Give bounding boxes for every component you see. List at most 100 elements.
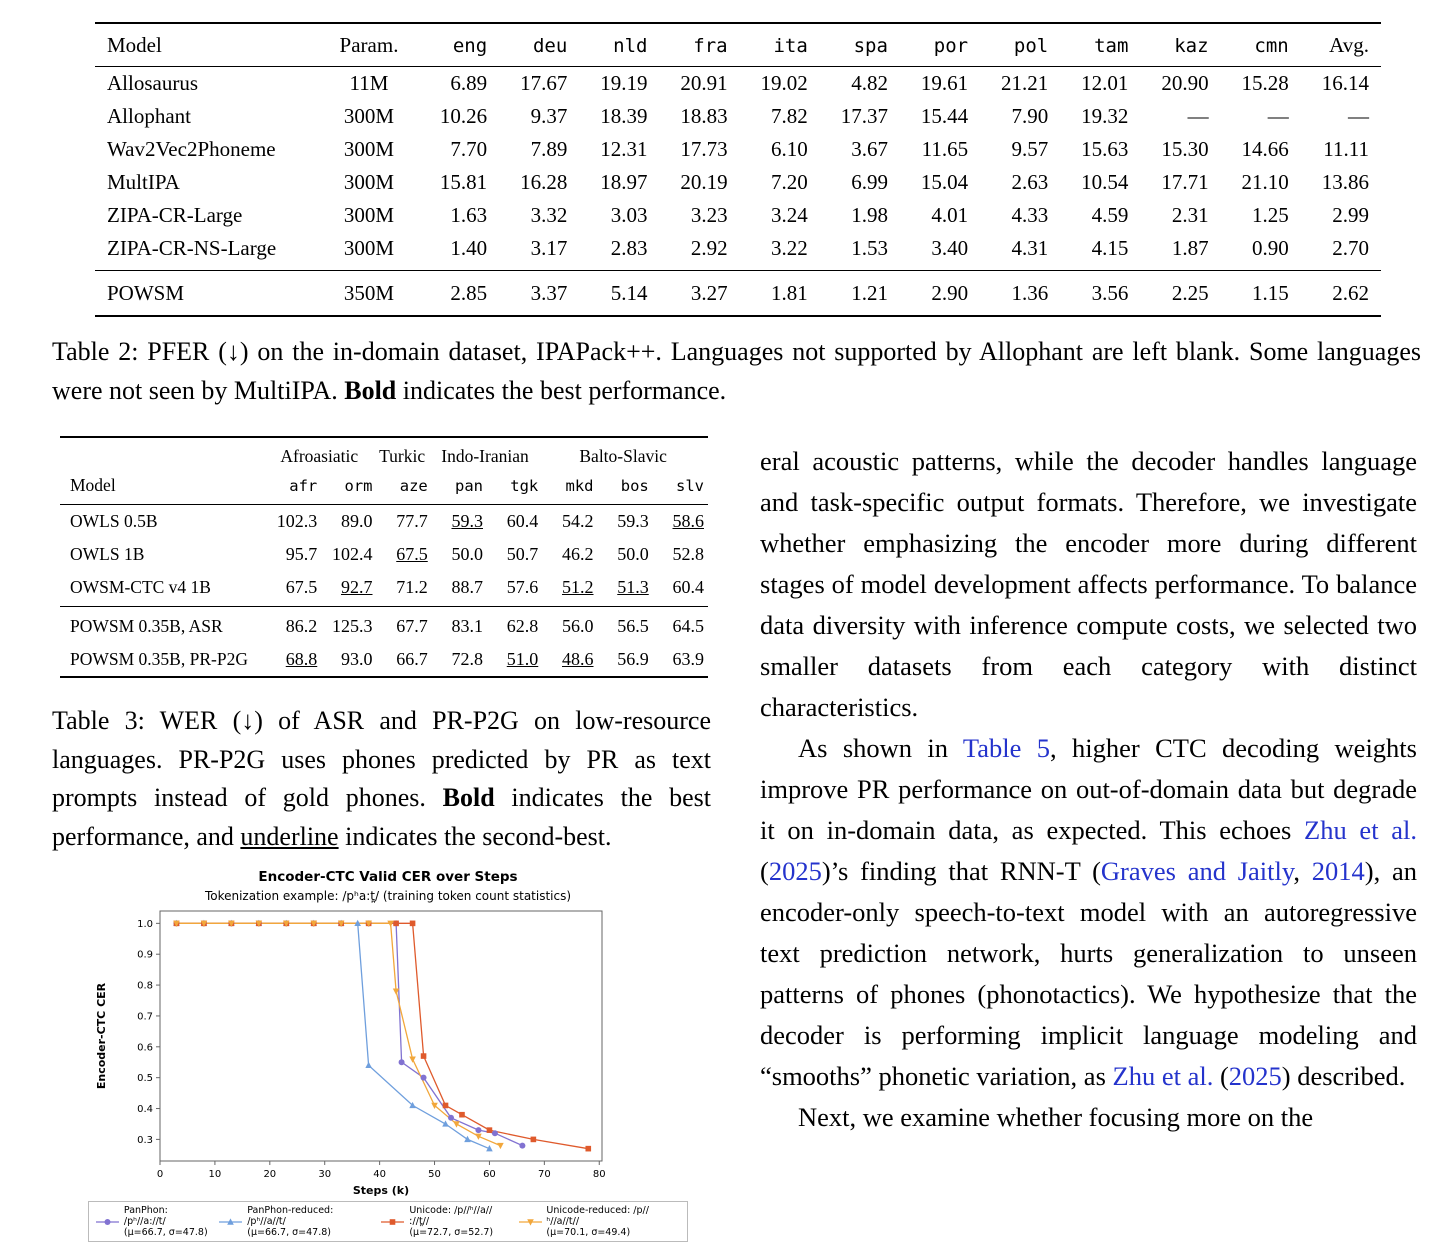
triangle-marker-icon xyxy=(219,1217,243,1225)
table2-col-header: kaz xyxy=(1140,23,1221,67)
pfer-score-cell: 21.21 xyxy=(1001,71,1049,95)
svg-text:0.9: 0.9 xyxy=(137,950,153,961)
pfer-score-cell: 15.81 xyxy=(439,170,488,194)
text-segment: indicates the best performance, and xyxy=(52,783,711,851)
table3-col-header: afr xyxy=(266,469,322,505)
pfer-score-cell: 1.53 xyxy=(851,236,888,260)
pfer-score-cell: 4.33 xyxy=(1011,203,1049,227)
pfer-score-cell: 20.19 xyxy=(680,170,728,194)
table3-row: POWSM 0.35B, ASR 86.2 125.3 67.7 83.1 62.8 56.… xyxy=(60,606,708,643)
citation-link[interactable]: Zhu et al. xyxy=(1304,815,1417,845)
pfer-score-cell: 3.22 xyxy=(771,236,808,260)
wer-score-cell: 51.3 xyxy=(617,577,649,597)
pfer-score-cell: 3.37 xyxy=(499,270,580,316)
text-segment: As shown in xyxy=(798,733,963,763)
wer-score-cell: 95.7 xyxy=(285,544,318,564)
table-ref-link[interactable]: Table 5 xyxy=(962,733,1051,763)
chart-title: Encoder-CTC Valid CER over Steps xyxy=(258,869,518,885)
citation-link[interactable]: 2025 xyxy=(768,856,822,886)
pfer-score-cell: 11.65 xyxy=(921,137,969,161)
triangle-down-marker-icon xyxy=(518,1218,542,1226)
model-name-cell: OWLS 1B xyxy=(70,544,145,564)
svg-text:0.6: 0.6 xyxy=(137,1042,153,1053)
wer-score-cell: 68.8 xyxy=(285,649,318,669)
wer-score-cell: 51.2 xyxy=(562,577,594,597)
legend-label: Unicode-reduced: /p//ʰ//a//t//(μ=70.1, σ… xyxy=(546,1205,681,1238)
svg-text:40: 40 xyxy=(373,1169,386,1180)
pfer-score-cell: 3.17 xyxy=(530,236,568,260)
wer-score-cell: 54.2 xyxy=(562,511,594,531)
chart-legend: PanPhon: /pʰ//a://t/(μ=66.7, σ=47.8) PanP… xyxy=(88,1201,688,1242)
pfer-score-cell: 21.10 xyxy=(1241,170,1289,194)
pfer-score-cell: 15.30 xyxy=(1161,137,1209,161)
wer-score-cell: 50.0 xyxy=(451,544,484,564)
pfer-score-cell: 2.92 xyxy=(690,236,728,260)
wer-score-cell: 56.0 xyxy=(542,606,598,643)
wer-score-cell: 71.2 xyxy=(396,577,428,597)
pfer-score-cell: 12.01 xyxy=(1081,71,1129,95)
table2-row: POWSM 350M 2.85 3.37 5.14 3.27 1.81 1.21 2.90 1.3… xyxy=(95,270,1381,316)
pfer-score-cell: 14.66 xyxy=(1241,137,1289,161)
pfer-score-cell: 17.67 xyxy=(520,71,568,95)
text-segment: ( xyxy=(1213,1061,1229,1091)
svg-text:0.7: 0.7 xyxy=(137,1011,153,1022)
pfer-score-cell: 2.83 xyxy=(610,236,648,260)
pfer-score-cell: 9.57 xyxy=(1011,137,1049,161)
legend-series-stats: (μ=66.7, σ=47.8) xyxy=(123,1227,208,1238)
pfer-score-cell: 2.25 xyxy=(1140,270,1221,316)
pfer-score-cell: 15.63 xyxy=(1081,137,1129,161)
model-name-cell: Allophant xyxy=(107,104,191,128)
text-segment: underline xyxy=(240,821,339,851)
cer-figure: Encoder-CTC Valid CER over Steps Tokeniz… xyxy=(88,869,688,1242)
table-2-caption: Table 2: PFER (↓) on the in-domain datas… xyxy=(52,333,1421,410)
citation-link[interactable]: Zhu et al. xyxy=(1112,1061,1214,1091)
pfer-score-cell: — xyxy=(1187,104,1209,128)
wer-score-cell: 46.2 xyxy=(562,544,594,564)
text-segment: Bold xyxy=(344,375,397,405)
text-segment: ( xyxy=(760,856,769,886)
wer-score-cell: 67.5 xyxy=(285,577,318,597)
model-name-cell: ZIPA-CR-Large xyxy=(107,203,243,227)
legend-entry: Unicode: /p//ʰ//a//ː//t̪//(μ=72.7, σ=52.… xyxy=(380,1205,511,1238)
pfer-score-cell: 2.90 xyxy=(899,270,981,316)
wer-score-cell: 92.7 xyxy=(341,577,373,597)
text-segment: Next, we examine whether focusing more o… xyxy=(798,1102,1314,1132)
pfer-score-cell: 18.97 xyxy=(600,170,648,194)
cer-line-chart: 0.3 0.4 0.5 0.6 0.7 0.8 0.9 1.0 0 10 20 30 40 50 60 70 8… xyxy=(95,910,606,1197)
pfer-score-cell: 3.32 xyxy=(530,203,568,227)
model-name-cell: POWSM xyxy=(95,270,323,316)
citation-link[interactable]: 2025 xyxy=(1228,1061,1282,1091)
pfer-score-cell: 16.28 xyxy=(520,170,568,194)
pfer-score-cell: 0.90 xyxy=(1251,236,1289,260)
pfer-score-cell: 1.87 xyxy=(1171,236,1209,260)
citation-link[interactable]: Graves and Jaitly xyxy=(1100,856,1294,886)
table3-col-header: aze xyxy=(376,469,432,505)
model-name-cell: OWSM-CTC v4 1B xyxy=(70,577,211,597)
pfer-score-cell: 19.02 xyxy=(760,71,808,95)
citation-link[interactable]: 2014 xyxy=(1311,856,1365,886)
legend-series-name: Unicode: /p//ʰ//a//ː//t̪// xyxy=(409,1205,493,1227)
table2-row: Allophant 300M 10.26 9.37 18.39 18.83 7.82 17.3… xyxy=(95,100,1381,133)
svg-text:60: 60 xyxy=(483,1169,496,1180)
table2-row: Wav2Vec2Phoneme 300M 7.70 7.89 12.31 17.73 6.1… xyxy=(95,133,1381,166)
table3-col-header: Model xyxy=(60,469,266,505)
text-segment: indicates the second-best. xyxy=(338,821,612,851)
table2-col-header: spa xyxy=(819,23,900,67)
legend-series-stats: (μ=66.7, σ=47.8) xyxy=(247,1227,331,1238)
pfer-score-cell: 3.03 xyxy=(610,203,648,227)
pfer-score-cell: 7.70 xyxy=(450,137,488,161)
wer-score-cell: 93.0 xyxy=(341,649,373,669)
text-segment: Table 2: PFER (↓) on the in-domain datas… xyxy=(52,337,1421,405)
table2-col-header: ita xyxy=(739,23,820,67)
pfer-score-cell: 19.32 xyxy=(1081,104,1129,128)
pfer-score-cell: 2.99 xyxy=(1332,203,1369,227)
table3-col-header: bos xyxy=(597,469,653,505)
legend-series-name: PanPhon: /pʰ//a://t/ xyxy=(123,1205,168,1227)
text-segment: )’s finding that RNN-T ( xyxy=(821,856,1101,886)
pfer-score-cell: — xyxy=(1348,104,1369,128)
pfer-score-cell: 19.61 xyxy=(920,71,969,95)
table-3-wer: Afroasiatic Turkic Indo-Iranian Balto-Slavi… xyxy=(60,436,708,678)
legend-label: PanPhon-reduced: /pʰ//a//t/(μ=66.7, σ=47… xyxy=(247,1205,374,1238)
text-segment: Bold xyxy=(442,783,495,812)
body-paragraph: As shown in Table 5, higher CTC decoding… xyxy=(760,728,1417,1097)
